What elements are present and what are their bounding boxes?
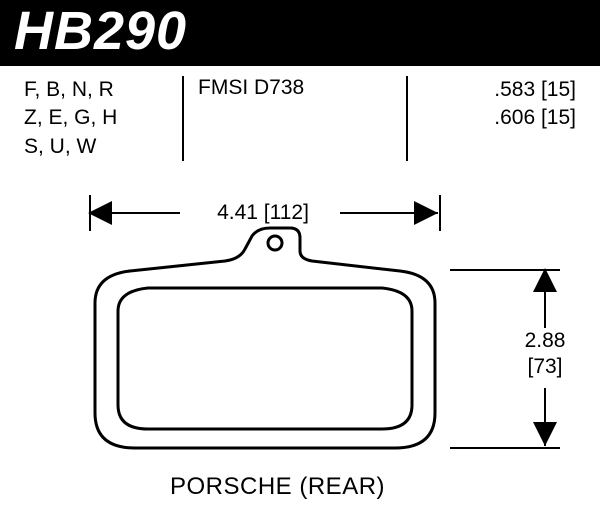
thickness-row: .583 [15] [416,76,576,104]
width-dimension: 4.41 [112] [188,201,338,225]
compound-line: S, U, W [24,133,174,161]
application-caption: PORSCHE (REAR) [170,473,385,501]
height-dimension: 2.88[73] [510,328,580,381]
compound-line: F, B, N, R [24,76,174,104]
info-row: F, B, N, R Z, E, G, H S, U, W FMSI D738 … [0,66,600,167]
fmsi-code: FMSI D738 [184,76,408,161]
thickness-list: .583 [15] .606 [15] [408,76,584,161]
part-number-header: HB290 [0,0,600,66]
part-number: HB290 [14,1,187,61]
compound-codes: F, B, N, R Z, E, G, H S, U, W [16,76,184,161]
pad-diagram: 4.41 [112] 2.88[73] PORSCHE (REAR) [0,173,600,513]
compound-line: Z, E, G, H [24,104,174,132]
thickness-row: .606 [15] [416,104,576,132]
